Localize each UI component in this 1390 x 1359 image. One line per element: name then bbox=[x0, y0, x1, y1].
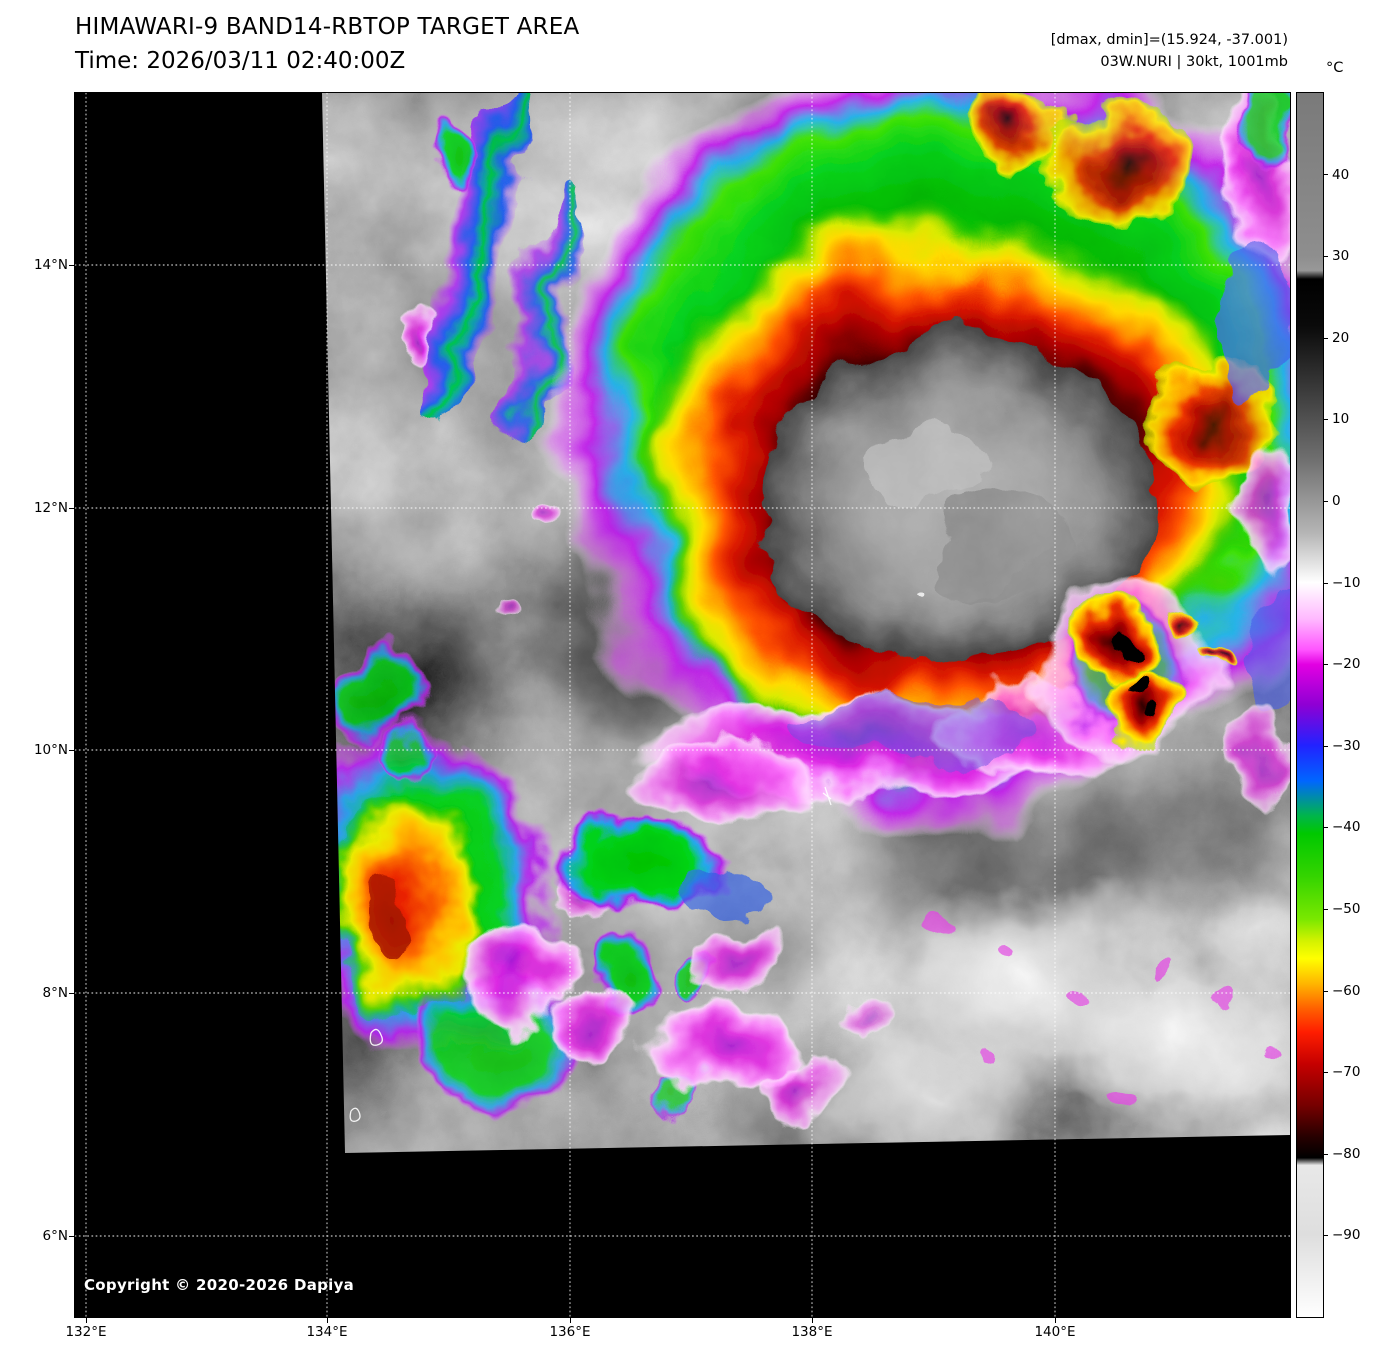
y-tick-label: 12°N bbox=[33, 500, 68, 516]
colorbar-tick-mark bbox=[1323, 174, 1328, 175]
colorbar bbox=[1296, 92, 1324, 1318]
colorbar-tick-mark bbox=[1323, 909, 1328, 910]
x-tick-mark bbox=[812, 1318, 813, 1323]
x-tick-mark bbox=[327, 1318, 328, 1323]
storm-info-label: 03W.NURI | 30kt, 1001mb bbox=[1100, 54, 1288, 70]
texture-overlay bbox=[322, 93, 1290, 1153]
colorbar-tick-label: −50 bbox=[1332, 901, 1361, 917]
y-tick-mark bbox=[69, 265, 74, 266]
y-tick-mark bbox=[69, 750, 74, 751]
x-tick-label: 132°E bbox=[65, 1324, 107, 1340]
colorbar-tick-label: −90 bbox=[1332, 1227, 1361, 1243]
colorbar-tick-label: −60 bbox=[1332, 983, 1361, 999]
satellite-imagery bbox=[75, 93, 1290, 1317]
colorbar-tick-mark bbox=[1323, 583, 1328, 584]
colorbar-tick-mark bbox=[1323, 827, 1328, 828]
colorbar-tick-mark bbox=[1323, 746, 1328, 747]
y-tick-label: 10°N bbox=[33, 742, 68, 758]
y-tick-label: 14°N bbox=[33, 257, 68, 273]
colorbar-tick-label: −10 bbox=[1332, 575, 1361, 591]
x-tick-label: 136°E bbox=[549, 1324, 591, 1340]
colorbar-tick-mark bbox=[1323, 991, 1328, 992]
x-tick-mark bbox=[86, 1318, 87, 1323]
colorbar-tick-mark bbox=[1323, 419, 1328, 420]
x-tick-mark bbox=[1055, 1318, 1056, 1323]
colorbar-tick-label: 40 bbox=[1332, 167, 1350, 183]
colorbar-tick-label: 10 bbox=[1332, 411, 1350, 427]
colorbar-tick-mark bbox=[1323, 501, 1328, 502]
colorbar-unit-label: °C bbox=[1326, 60, 1344, 76]
grid-lines bbox=[75, 93, 1290, 1317]
copyright-label: Copyright © 2020-2026 Dapiya bbox=[84, 1276, 355, 1294]
colorbar-tick-label: −40 bbox=[1332, 819, 1361, 835]
colorbar-tick-label: −80 bbox=[1332, 1146, 1361, 1162]
colorbar-tick-mark bbox=[1323, 1235, 1328, 1236]
x-tick-label: 138°E bbox=[791, 1324, 833, 1340]
colorbar-tick-mark bbox=[1323, 338, 1328, 339]
colorbar-tick-mark bbox=[1323, 1154, 1328, 1155]
y-tick-mark bbox=[69, 508, 74, 509]
colorbar-tick-label: −70 bbox=[1332, 1064, 1361, 1080]
colorbar-tick-label: 30 bbox=[1332, 248, 1350, 264]
colorbar-tick-label: 20 bbox=[1332, 330, 1350, 346]
x-tick-label: 140°E bbox=[1034, 1324, 1076, 1340]
y-tick-mark bbox=[69, 1236, 74, 1237]
y-tick-label: 6°N bbox=[42, 1228, 68, 1244]
colorbar-tick-mark bbox=[1323, 664, 1328, 665]
colorbar-tick-label: 0 bbox=[1332, 493, 1341, 509]
colorbar-tick-label: −30 bbox=[1332, 738, 1361, 754]
map-plot-area bbox=[74, 92, 1291, 1318]
colorbar-tick-mark bbox=[1323, 1072, 1328, 1073]
x-tick-label: 134°E bbox=[306, 1324, 348, 1340]
time-label: Time: 2026/03/11 02:40:00Z bbox=[75, 48, 406, 74]
page-title: HIMAWARI-9 BAND14-RBTOP TARGET AREA bbox=[75, 14, 580, 40]
y-tick-mark bbox=[69, 993, 74, 994]
colorbar-tick-label: −20 bbox=[1332, 656, 1361, 672]
x-tick-mark bbox=[570, 1318, 571, 1323]
colorbar-tick-mark bbox=[1323, 256, 1328, 257]
dmax-dmin-label: [dmax, dmin]=(15.924, -37.001) bbox=[1050, 32, 1288, 48]
y-tick-label: 8°N bbox=[42, 985, 68, 1001]
